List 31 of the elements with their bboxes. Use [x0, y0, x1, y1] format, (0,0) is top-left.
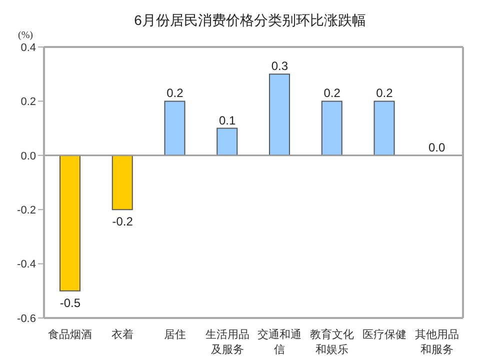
data-label: 0.3 [271, 59, 288, 74]
data-label: 0.2 [376, 86, 394, 100]
bar [374, 100, 395, 156]
data-label: 0.0 [428, 140, 446, 154]
bar [321, 100, 342, 156]
y-tick-label: 0.4 [20, 42, 36, 54]
y-tick-label: 0.2 [20, 96, 36, 108]
x-tick-label: 教育文化和娱乐 [309, 328, 356, 358]
chart-title: 6月份居民消费价格分类别环比涨跌幅 [133, 11, 367, 30]
data-label: -0.2 [112, 214, 134, 229]
x-tick-label: 交通和通信 [256, 328, 303, 358]
data-label: -0.5 [60, 296, 81, 310]
bar [269, 74, 290, 156]
bar [112, 154, 133, 210]
bar [216, 128, 238, 156]
y-tick-label: -0.4 [17, 258, 36, 271]
y-tick-label: -0.6 [17, 312, 36, 325]
x-tick-label: 居住 [162, 328, 187, 343]
y-tick-label: 0.0 [20, 150, 36, 162]
x-tick-label: 生活用品及服务 [204, 328, 250, 358]
bar [164, 100, 186, 156]
x-tick-label: 医疗保健 [361, 328, 408, 343]
data-label: 0.2 [166, 86, 184, 100]
y-tick-label: -0.2 [17, 204, 36, 217]
y-axis-title: (%) [17, 30, 34, 42]
x-tick-label: 衣着 [110, 328, 135, 343]
x-tick-label: 其他用品和服务 [414, 328, 460, 358]
data-label: 0.2 [324, 86, 341, 100]
x-tick-label: 食品烟酒 [47, 328, 94, 343]
bar [60, 154, 80, 292]
data-label: 0.1 [218, 113, 236, 128]
